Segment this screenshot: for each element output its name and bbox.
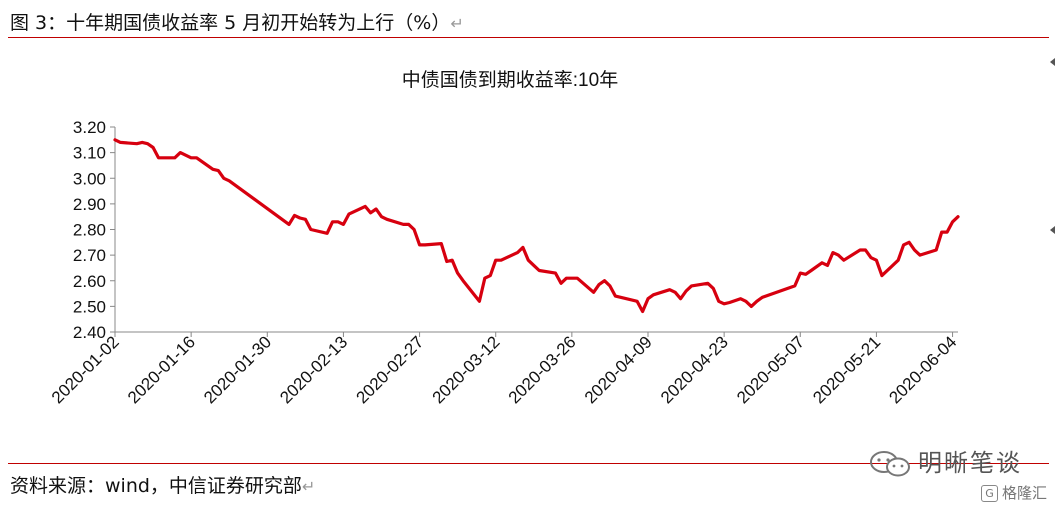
wechat-icon xyxy=(870,451,910,477)
y-tick-label: 3.10 xyxy=(73,144,106,163)
y-tick-label: 2.70 xyxy=(73,246,106,265)
y-tick-label: 3.20 xyxy=(73,118,106,137)
series-layer xyxy=(113,138,960,314)
brand-mark: G 格隆汇 xyxy=(980,482,1047,503)
y-axis-ticks: 2.40 2.50 2.60 2.70 2.80 2.90 3.00 3.10 3.20 xyxy=(73,118,115,342)
x-tick-label: 2020-04-23 xyxy=(657,332,732,407)
x-tick-label: 2020-05-07 xyxy=(733,332,808,407)
watermark-text: 明晰笔谈 xyxy=(918,449,1022,477)
series-line xyxy=(113,138,960,314)
source-text: 资料来源：wind，中信证券研究部 xyxy=(10,475,302,497)
y-tick-label: 2.60 xyxy=(73,272,106,291)
figure-title-text: 图 3：十年期国债收益率 5 月初开始转为上行（%） xyxy=(10,12,451,34)
x-tick-label: 2020-03-12 xyxy=(429,332,504,407)
x-tick-label: 2020-06-04 xyxy=(885,332,960,407)
return-mark-icon: ↵ xyxy=(301,477,316,496)
x-tick-label: 2020-01-30 xyxy=(200,332,275,407)
x-tick-label: 2020-03-26 xyxy=(505,332,580,407)
figure-title: 图 3：十年期国债收益率 5 月初开始转为上行（%）↵ xyxy=(10,8,464,35)
y-tick-label: 2.40 xyxy=(73,323,106,342)
y-tick-label: 2.90 xyxy=(73,195,106,214)
edge-arrow-icon xyxy=(1050,58,1055,66)
chart-axes xyxy=(114,127,958,333)
y-tick-label: 2.50 xyxy=(73,297,106,316)
bottom-rule xyxy=(8,463,1049,464)
x-tick-label: 2020-05-21 xyxy=(809,332,884,407)
y-tick-label: 3.00 xyxy=(73,169,106,188)
brand-logo-icon: G xyxy=(980,485,998,502)
edge-arrow-icon xyxy=(1050,226,1055,234)
x-tick-label: 2020-01-02 xyxy=(48,332,123,407)
x-tick-label: 2020-04-09 xyxy=(581,332,656,407)
source-note: 资料来源：wind，中信证券研究部↵ xyxy=(10,471,315,498)
yield-line-chart: 中债国债到期收益率:10年 2.40 2.50 2.60 2.70 2.80 2.90 3.… xyxy=(48,69,960,407)
return-mark-icon: ↵ xyxy=(450,14,464,33)
top-rule xyxy=(8,37,1049,38)
x-tick-label: 2020-02-27 xyxy=(352,332,427,407)
chart-title: 中债国债到期收益率:10年 xyxy=(402,69,618,91)
y-tick-label: 2.80 xyxy=(73,221,106,240)
watermark: 明晰笔谈 xyxy=(868,443,1022,478)
x-tick-label: 2020-02-13 xyxy=(276,332,351,407)
brand-text: 格隆汇 xyxy=(1001,484,1047,502)
x-axis-ticks: 2020-01-02 2020-01-16 2020-01-30 2020-02-13… xyxy=(48,332,960,407)
x-tick-label: 2020-01-16 xyxy=(124,332,199,407)
